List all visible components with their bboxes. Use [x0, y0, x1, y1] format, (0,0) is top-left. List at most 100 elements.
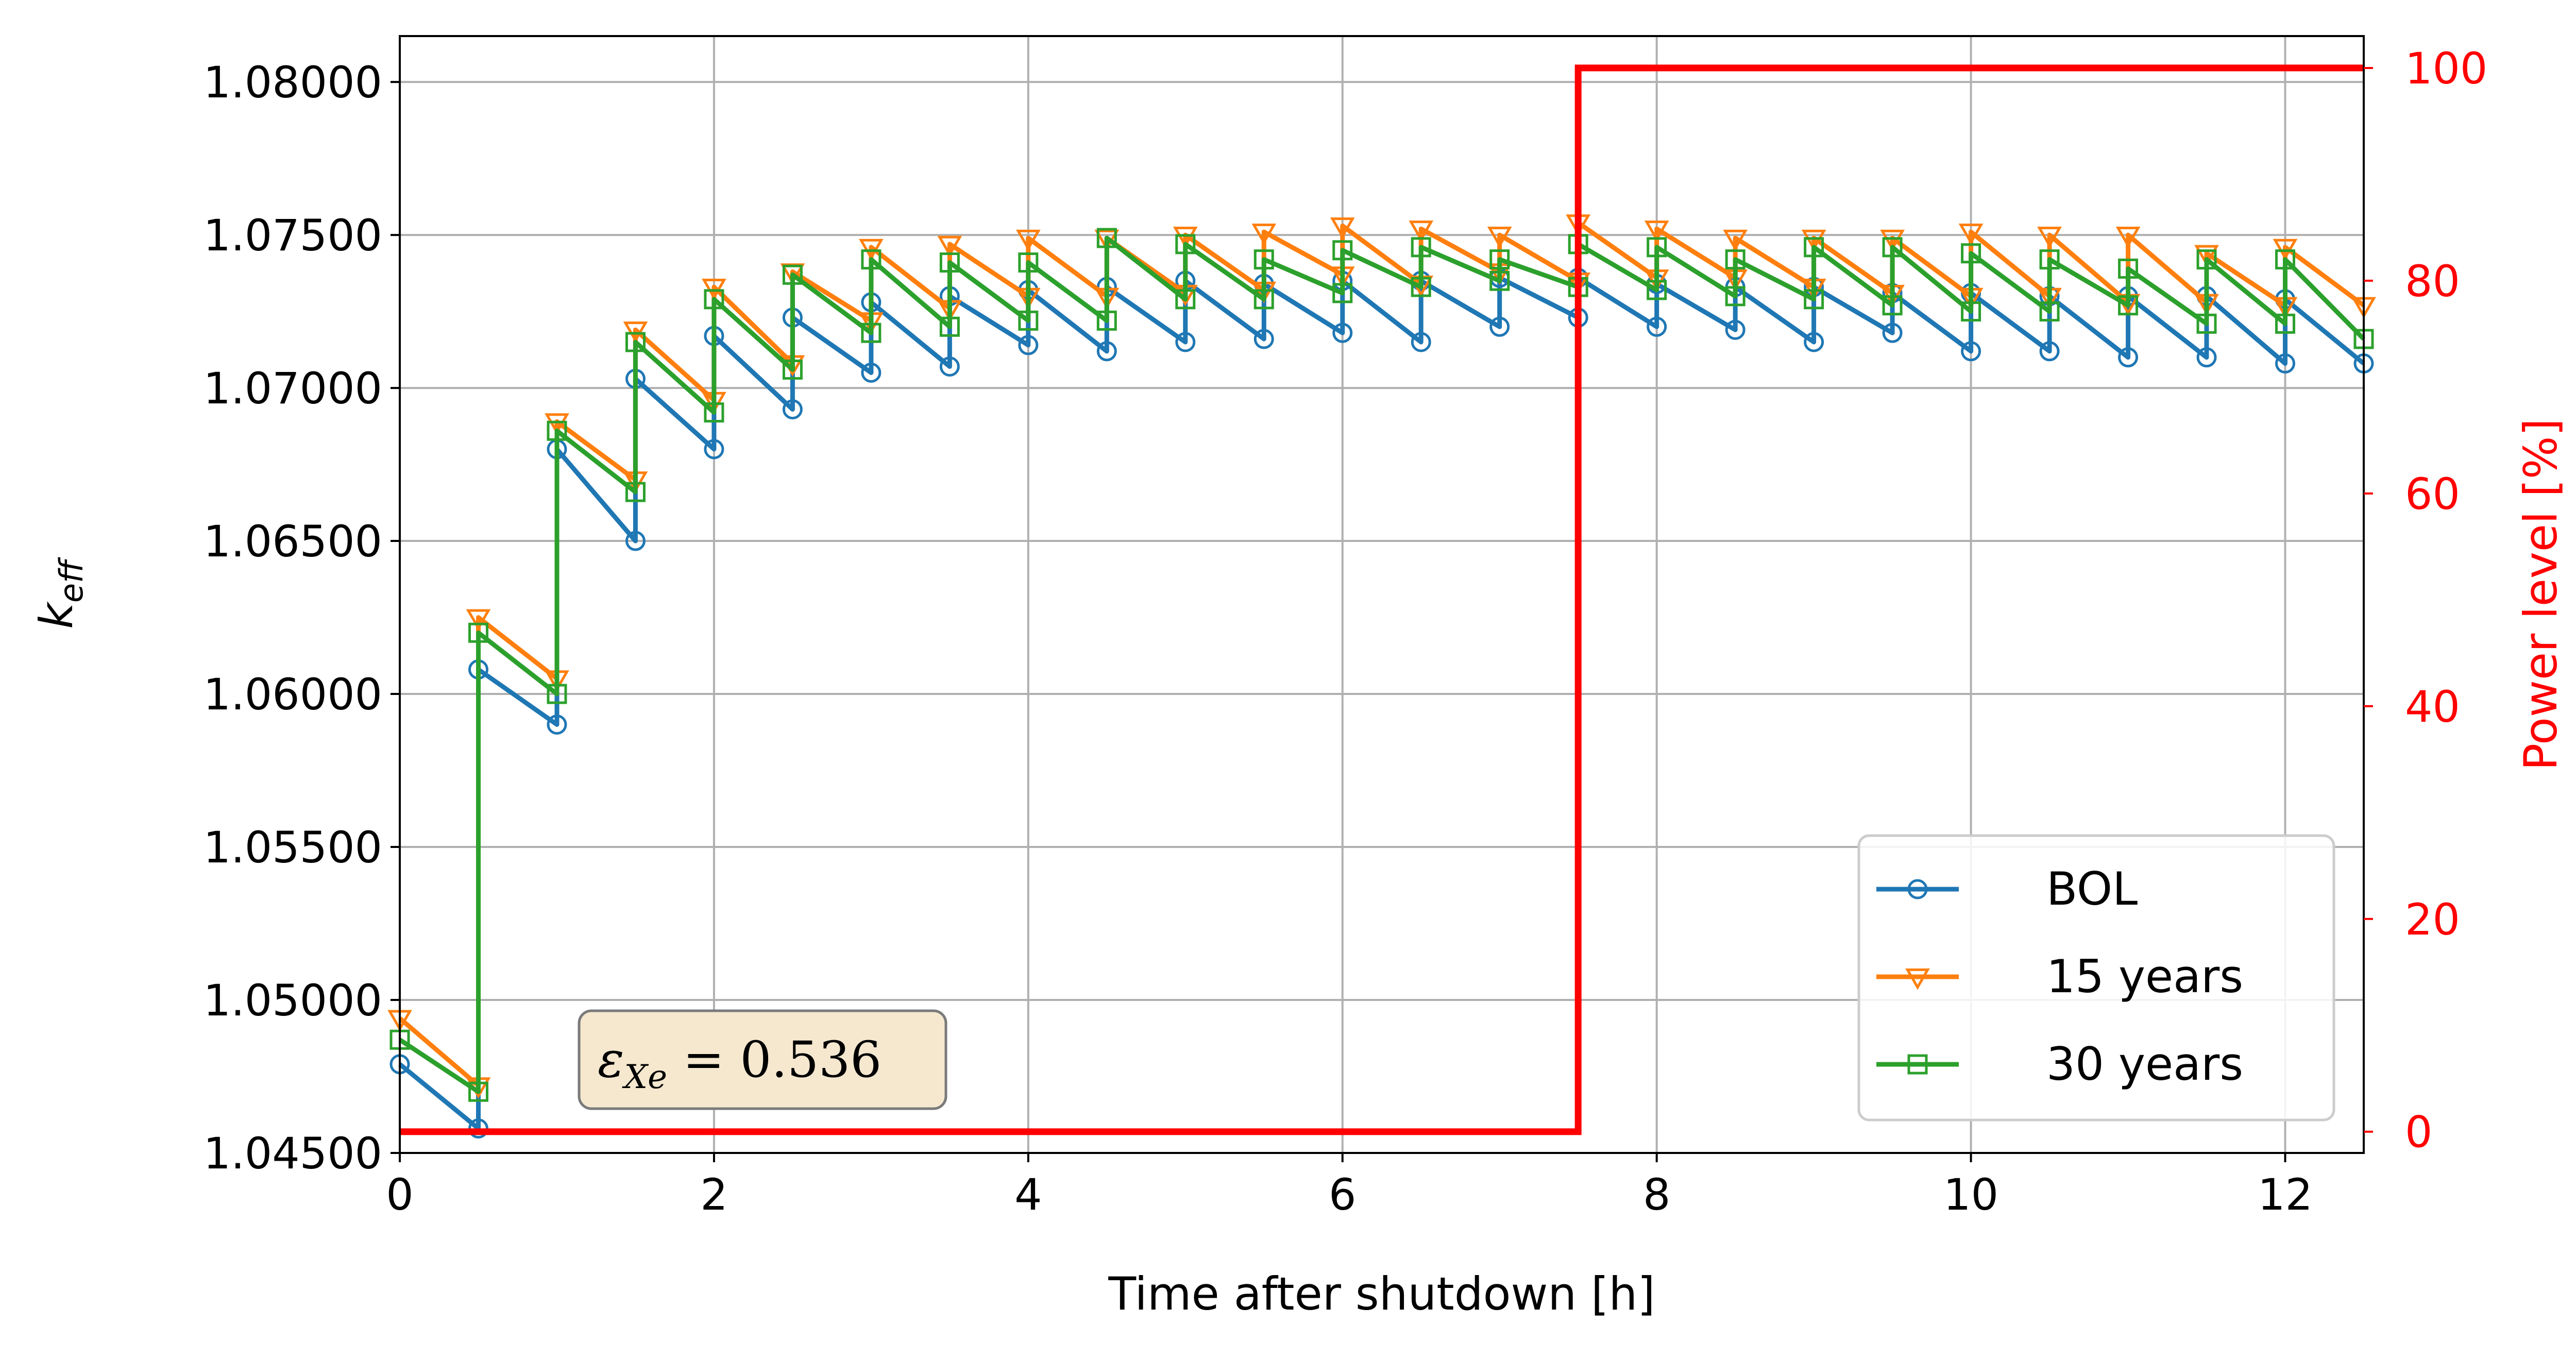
epsilon-annotation: εXe = 0.536 [578, 1009, 947, 1110]
y2-tick-label: 20 [2405, 894, 2460, 945]
data-point-15-years [702, 278, 726, 300]
data-point-30-years [1489, 270, 1510, 291]
data-point-15-years [2115, 226, 2141, 248]
data-point-30-years [1882, 237, 1903, 258]
data-point-bol [2118, 347, 2139, 368]
data-point-30-years [704, 402, 724, 423]
annotation-symbol: ε [598, 1031, 624, 1089]
legend-marker [1907, 1054, 1928, 1075]
data-point-30-years [1411, 277, 1431, 297]
legend-item-15-years: 15 years [1876, 950, 2243, 1003]
y2-tick-label: 100 [2405, 43, 2487, 94]
data-point-30-years [1253, 289, 1274, 310]
data-point-30-years [625, 332, 646, 352]
y2-axis-title: Power level [%] [2514, 418, 2567, 771]
data-point-30-years [1096, 228, 1117, 248]
annotation-value: = 0.536 [667, 1031, 882, 1089]
data-point-30-years [1961, 301, 1981, 322]
data-point-15-years [545, 413, 569, 435]
data-point-15-years [1644, 220, 1669, 242]
legend-label: 15 years [2046, 950, 2243, 1003]
data-point-30-years [625, 482, 646, 502]
y-tick-label: 1.08000 [204, 57, 382, 108]
data-point-15-years [780, 263, 805, 285]
data-point-15-years [1723, 229, 1748, 251]
data-point-bol [2275, 353, 2296, 374]
y-axis-title-sub: eff [53, 557, 90, 603]
data-point-bol [1489, 316, 1510, 337]
data-point-30-years [782, 359, 803, 380]
x-tick-label: 8 [1643, 1169, 1670, 1220]
y2-axis: 0 20 40 60 80 100 [2364, 43, 2487, 1158]
plot-frame [399, 35, 2365, 1154]
data-point-bol [861, 362, 882, 383]
data-point-15-years [1958, 224, 1984, 245]
annotation-box [578, 1009, 947, 1110]
data-point-30-years [2275, 249, 2296, 270]
data-point-bol [2039, 341, 2060, 362]
y2-tick-label: 80 [2405, 256, 2460, 307]
data-point-bol [1332, 322, 1353, 343]
data-point-30-years [468, 1081, 488, 1102]
legend-item-bol: BOL [1876, 862, 2138, 915]
data-point-bol [782, 399, 803, 420]
data-point-30-years [2275, 313, 2296, 334]
data-point-30-years [1175, 289, 1196, 310]
x-axis-title: Time after shutdown [h] [1108, 1267, 1655, 1320]
legend-marker [1905, 968, 1930, 990]
y-axis: 1.04500 1.05000 1.05500 1.06000 1.06500 1.070… [204, 57, 400, 1179]
data-point-15-years [859, 239, 884, 261]
y-axis-title-main: k [30, 601, 83, 629]
data-point-15-years [937, 235, 962, 258]
y-tick-label: 1.05000 [204, 975, 382, 1026]
data-point-15-years [1330, 217, 1355, 239]
data-point-30-years [1725, 286, 1745, 307]
power-level-line [400, 64, 2364, 1135]
series-line-30-years [398, 235, 2366, 1094]
data-point-bol [1804, 332, 1824, 352]
data-point-30-years [547, 684, 567, 704]
data-point-15-years [1015, 229, 1041, 251]
y-tick-label: 1.07500 [204, 210, 382, 261]
data-point-30-years [2118, 258, 2139, 279]
data-point-bol [1411, 332, 1431, 352]
y2-tick-label: 0 [2405, 1107, 2432, 1158]
x-axis: 0 2 4 6 8 10 12 [386, 1153, 2313, 1220]
data-point-30-years [1096, 310, 1117, 331]
x-tick-label: 2 [700, 1169, 727, 1220]
data-point-15-years [1409, 220, 1434, 242]
data-point-bol [1647, 316, 1667, 337]
data-point-bol [1961, 341, 1981, 362]
legend-box [1857, 834, 2335, 1122]
y-tick-label: 1.07000 [204, 363, 382, 414]
data-point-30-years [939, 316, 960, 337]
data-point-30-years [861, 322, 882, 343]
series-30-years [389, 228, 2374, 1102]
x-tick-label: 6 [1329, 1169, 1356, 1220]
data-point-30-years [1411, 237, 1431, 258]
x-tick-label: 12 [2258, 1169, 2313, 1220]
data-point-bol [1725, 319, 1745, 340]
legend-marker [1907, 879, 1928, 899]
data-point-30-years [1804, 237, 1824, 258]
legend: BOL 15 years 30 years [1857, 834, 2335, 1122]
annotation-text: εXe = 0.536 [598, 1031, 882, 1096]
legend-label: 30 years [2046, 1038, 2243, 1091]
data-point-30-years [1175, 234, 1196, 254]
data-point-30-years [1647, 237, 1667, 258]
data-point-30-years [1332, 240, 1353, 261]
data-point-30-years [1489, 249, 1510, 270]
data-point-15-years [1251, 224, 1277, 245]
data-point-15-years [466, 609, 491, 631]
data-point-30-years [2196, 313, 2217, 334]
data-point-30-years [1253, 249, 1274, 270]
y-tick-label: 1.06000 [204, 669, 382, 720]
data-point-30-years [1725, 249, 1745, 270]
data-point-bol [1018, 335, 1039, 355]
power-layer [400, 64, 2364, 1135]
y-tick-label: 1.04500 [204, 1128, 382, 1179]
data-point-15-years [2194, 245, 2219, 267]
data-point-30-years [2039, 301, 2060, 322]
annotation-subscript: Xe [622, 1058, 667, 1096]
y-tick-label: 1.05500 [204, 822, 382, 873]
